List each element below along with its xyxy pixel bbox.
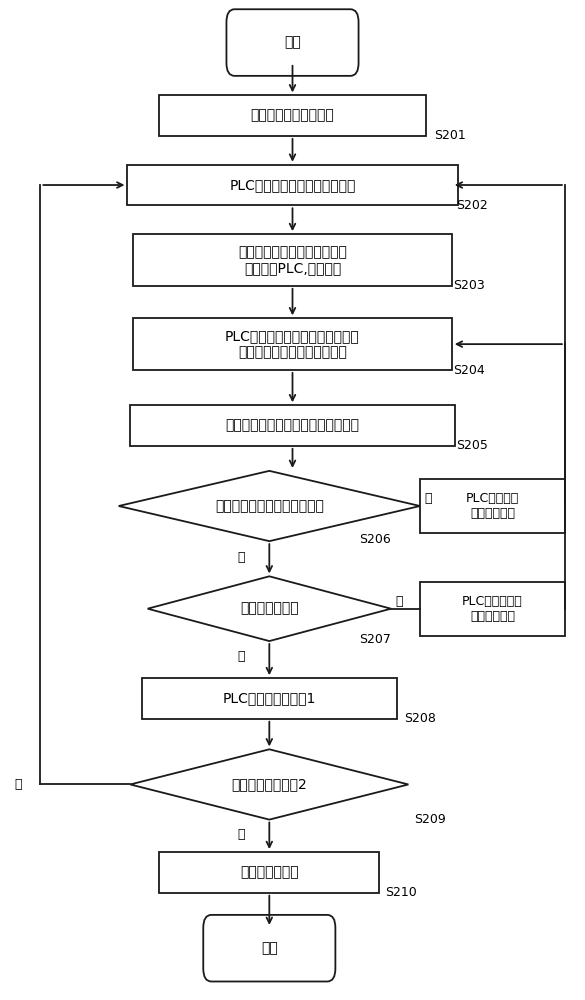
Text: 判断图像内是否含有甘蔗种芽: 判断图像内是否含有甘蔗种芽 — [215, 499, 324, 513]
Bar — [159, 95, 426, 136]
Text: 是: 是 — [238, 551, 245, 564]
Text: PLC控制，切断
蔗种，并舍弃: PLC控制，切断 蔗种，并舍弃 — [462, 595, 523, 623]
Bar — [133, 234, 452, 286]
Text: 是: 是 — [238, 650, 245, 663]
Bar — [420, 582, 565, 636]
Text: 控制，切断蔗种: 控制，切断蔗种 — [240, 865, 298, 879]
Text: S202: S202 — [456, 199, 488, 212]
Polygon shape — [147, 576, 391, 641]
Text: S203: S203 — [453, 279, 486, 292]
FancyBboxPatch shape — [203, 915, 335, 981]
Text: 开始: 开始 — [284, 36, 301, 50]
Text: S201: S201 — [435, 129, 466, 142]
Text: 处理图像，对处理后的结果进行分析: 处理图像，对处理后的结果进行分析 — [225, 419, 360, 433]
Text: 否: 否 — [424, 492, 432, 505]
Text: PLC的计数寄存器加1: PLC的计数寄存器加1 — [223, 691, 316, 705]
Polygon shape — [119, 471, 420, 541]
Bar — [130, 405, 455, 446]
Text: S209: S209 — [414, 813, 446, 826]
Text: 是: 是 — [238, 828, 245, 841]
Text: 判断其是否完好: 判断其是否完好 — [240, 602, 298, 616]
Text: 启动系统，初始化参数: 启动系统，初始化参数 — [250, 109, 335, 123]
Text: 结束: 结束 — [261, 941, 278, 955]
Text: S208: S208 — [404, 712, 436, 725]
Text: 判断计数是否等于2: 判断计数是否等于2 — [232, 777, 307, 791]
Text: 茎节感应机构，感应到茎节，
信号传到PLC,停止输送: 茎节感应机构，感应到茎节， 信号传到PLC,停止输送 — [238, 245, 347, 275]
Bar — [133, 318, 452, 370]
Text: PLC控制图像
采集机构转动: PLC控制图像 采集机构转动 — [466, 492, 519, 520]
Text: S207: S207 — [359, 633, 391, 646]
Bar — [420, 479, 565, 533]
Polygon shape — [130, 749, 408, 820]
Text: 否: 否 — [15, 778, 22, 791]
Text: S205: S205 — [456, 439, 488, 452]
Text: S206: S206 — [359, 533, 391, 546]
Text: PLC向图像分析装置传递信号，使
其促发图像采集机构拍摄图像: PLC向图像分析装置传递信号，使 其促发图像采集机构拍摄图像 — [225, 329, 360, 359]
Text: PLC控制甘蔗传送机构输送甘蔗: PLC控制甘蔗传送机构输送甘蔗 — [229, 178, 356, 192]
Bar — [159, 852, 380, 893]
FancyBboxPatch shape — [226, 9, 359, 76]
Text: S204: S204 — [453, 364, 486, 377]
Text: 否: 否 — [395, 595, 402, 608]
Text: S210: S210 — [385, 886, 417, 899]
Bar — [128, 165, 457, 205]
Bar — [142, 678, 397, 719]
